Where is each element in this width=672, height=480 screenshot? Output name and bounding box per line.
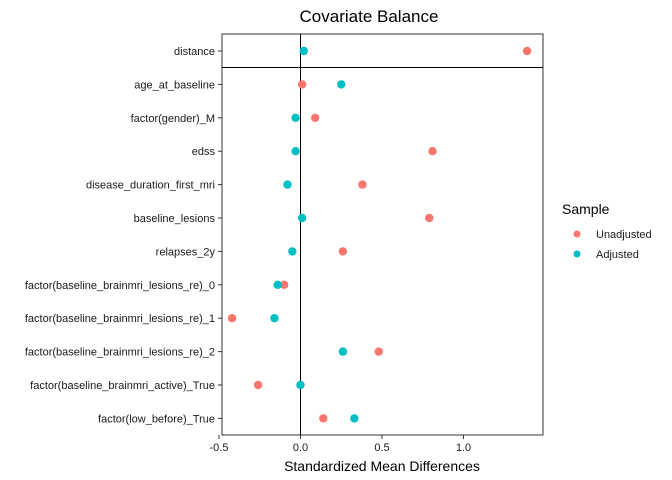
point-unadjusted: [374, 347, 383, 356]
point-unadjusted: [297, 80, 307, 89]
point-adjusted: [350, 414, 359, 423]
point-adjusted: [291, 147, 300, 156]
x-axis-label: Standardized Mean Differences: [284, 458, 480, 474]
legend-label-unadjusted: Unadjusted: [596, 229, 652, 241]
y-tick-label: factor(gender)_M: [131, 113, 215, 125]
y-tick-label: distance: [174, 46, 215, 58]
point-unadjusted: [227, 314, 237, 323]
point-unadjusted: [280, 280, 289, 289]
point-unadjusted: [522, 46, 532, 56]
y-tick-label: disease_duration_first_mri: [86, 180, 215, 192]
y-tick-label: age_at_baseline: [134, 79, 215, 91]
y-tick-label: baseline_lesions: [134, 213, 216, 225]
plot-panel: [221, 33, 544, 436]
point-adjusted: [288, 247, 297, 256]
point-adjusted: [299, 46, 308, 56]
x-tick-label: 0.5: [374, 442, 389, 454]
y-tick-label: edss: [192, 146, 216, 158]
point-unadjusted: [428, 147, 437, 156]
point-adjusted: [291, 113, 300, 123]
y-tick-label: factor(baseline_brainmri_lesions_re)_0: [25, 280, 215, 292]
point-adjusted: [273, 280, 282, 289]
data-points: [227, 46, 532, 423]
point-unadjusted: [425, 213, 434, 223]
point-adjusted: [337, 80, 346, 89]
x-tick-label: 0.0: [293, 442, 308, 454]
point-unadjusted: [319, 414, 328, 423]
legend-label-adjusted: Adjusted: [596, 249, 639, 261]
x-axis-ticks: -0.5 0.0 0.5 1.0: [210, 435, 471, 454]
point-unadjusted: [338, 247, 348, 256]
point-adjusted: [270, 314, 279, 323]
legend-key-unadjusted: [573, 230, 581, 238]
legend: Sample Unadjusted Adjusted: [562, 201, 652, 261]
x-tick-label: -0.5: [210, 442, 229, 454]
y-axis-ticks: distance age_at_baseline factor(gender)_Me…: [25, 46, 222, 425]
point-unadjusted: [310, 113, 320, 123]
x-tick-label: 1.0: [456, 442, 471, 454]
point-adjusted: [297, 213, 307, 223]
point-unadjusted: [253, 380, 263, 390]
y-tick-label: factor(low_before)_True: [98, 413, 215, 425]
legend-title: Sample: [562, 201, 610, 217]
y-tick-label: factor(baseline_brainmri_lesions_re)_2: [25, 347, 215, 359]
point-adjusted: [283, 180, 292, 189]
chart-title: Covariate Balance: [300, 7, 439, 26]
legend-key-adjusted: [573, 250, 581, 258]
point-adjusted: [338, 347, 348, 356]
y-tick-label: relapses_2y: [156, 246, 216, 258]
point-unadjusted: [358, 180, 367, 189]
y-tick-label: factor(baseline_brainmri_lesions_re)_1: [25, 313, 215, 325]
point-adjusted: [296, 380, 305, 390]
y-tick-label: factor(baseline_brainmri_active)_True: [30, 380, 215, 392]
